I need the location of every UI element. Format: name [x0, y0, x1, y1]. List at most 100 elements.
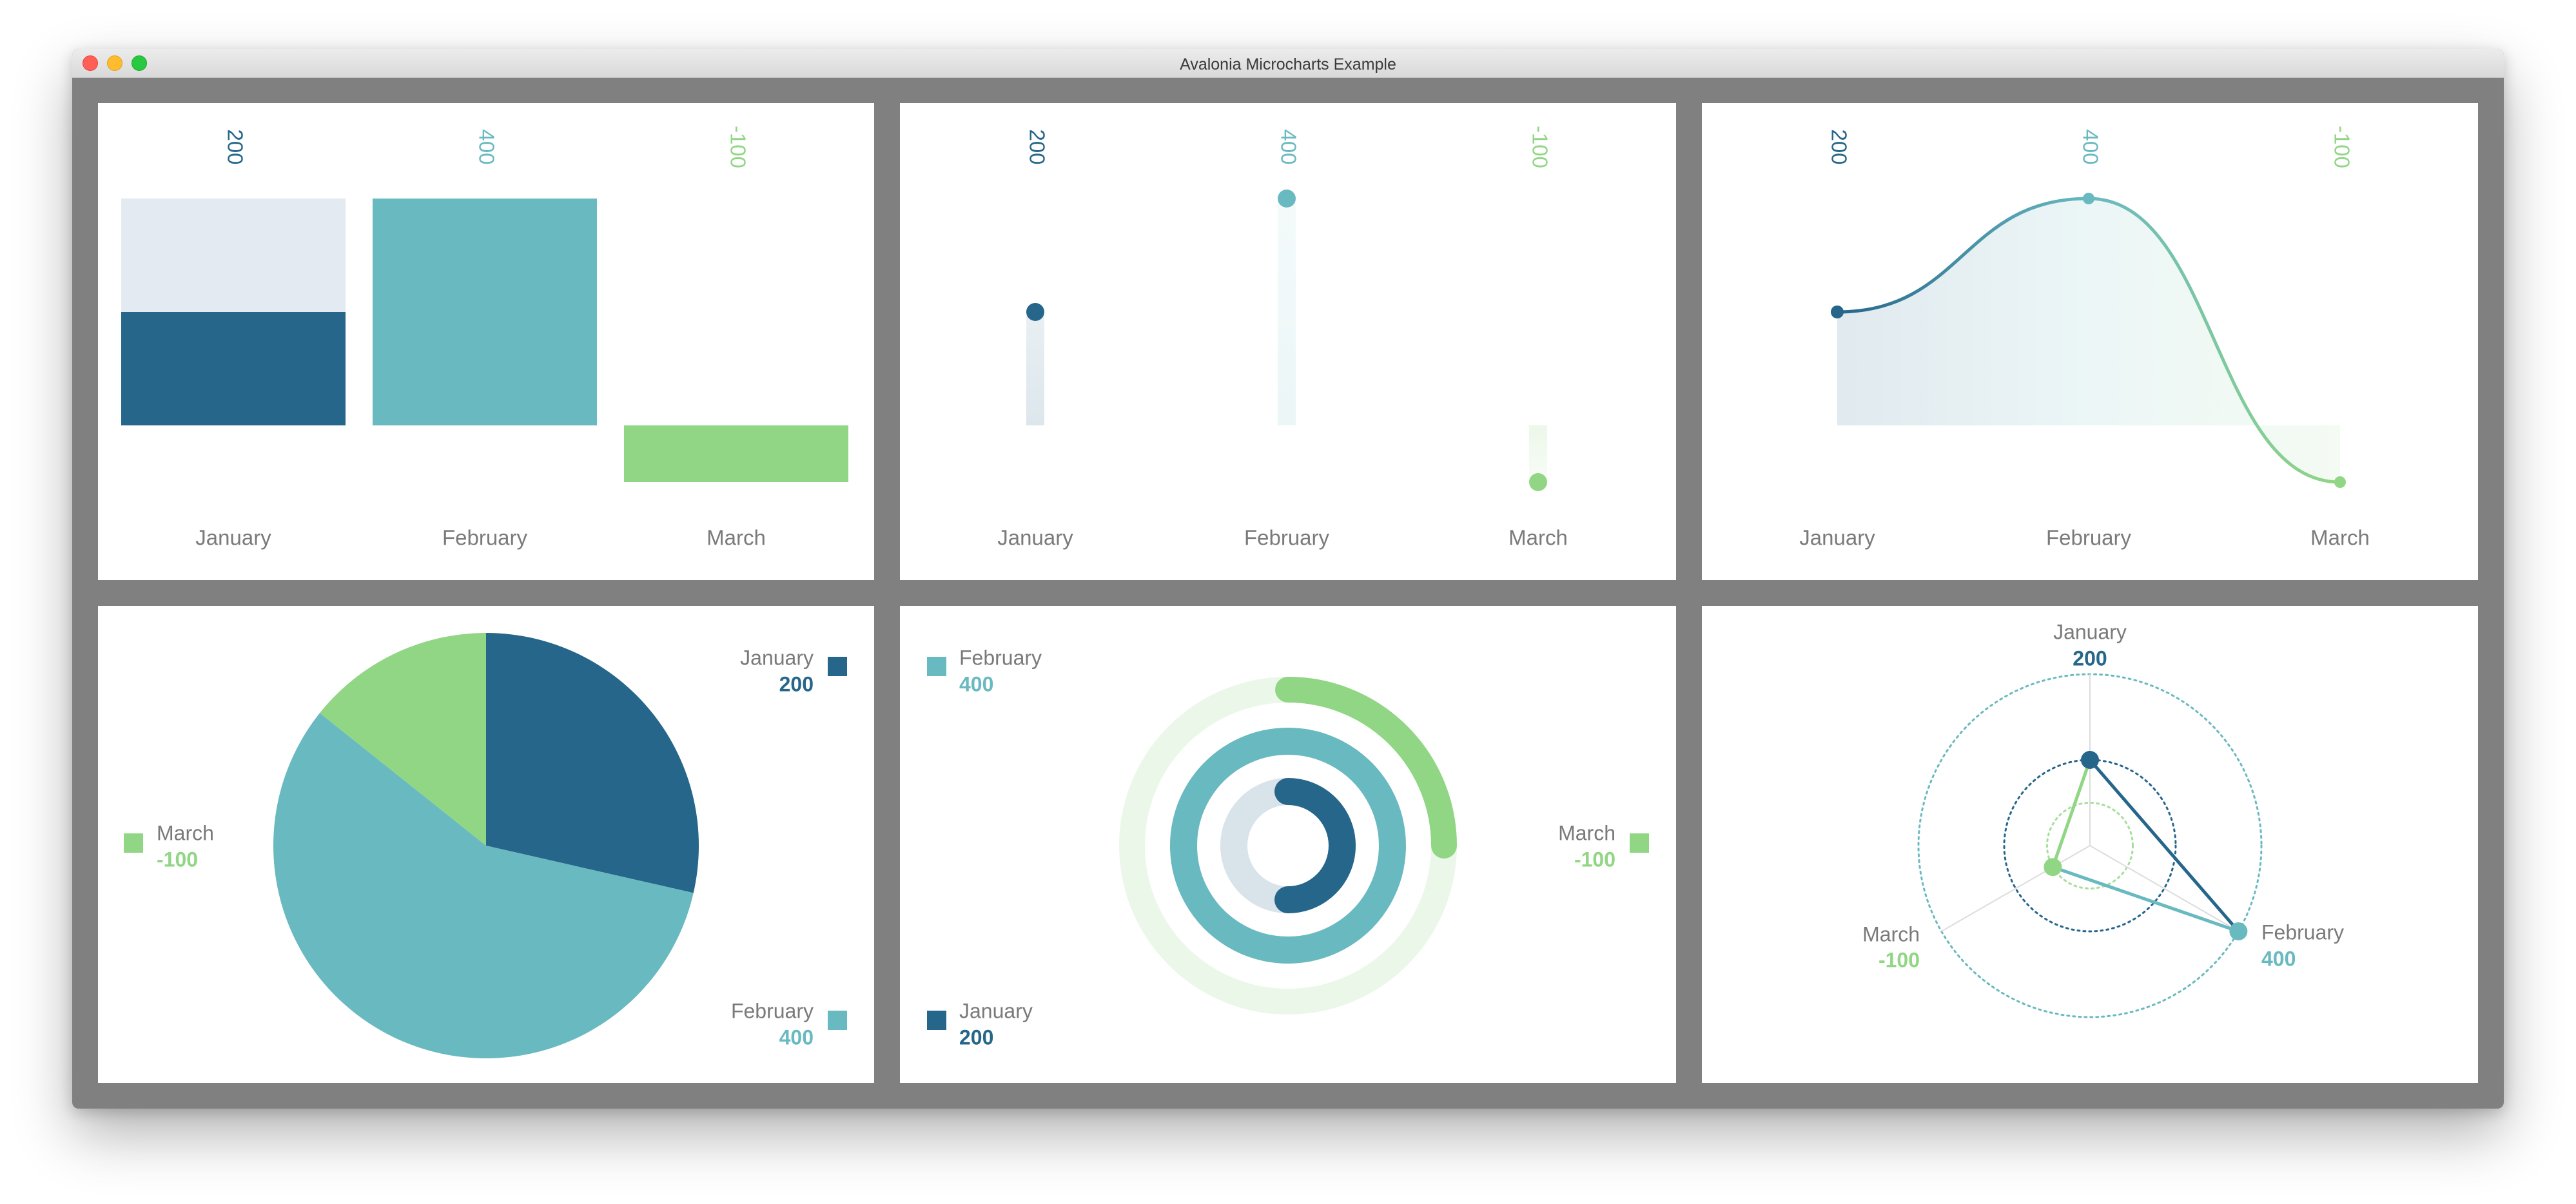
point-february: [1278, 189, 1296, 208]
radar-point-february: [2229, 922, 2248, 940]
bar-chart: 200 400 -100 January February March: [121, 126, 848, 550]
legend-swatch-january: [927, 1011, 946, 1030]
legend-swatch-january: [828, 657, 847, 676]
title-bar: Avalonia Microcharts Example: [72, 49, 2504, 78]
point-march: [1529, 473, 1547, 491]
category-label-february: February: [442, 526, 528, 550]
legend-label-february: February: [959, 646, 1042, 669]
point-chart-category-labels: January February March: [997, 526, 1568, 550]
category-label-february: February: [2046, 526, 2132, 550]
stem-march: [1529, 425, 1547, 482]
radar-grid-ring-middle: [2003, 759, 2177, 933]
minimize-window-button[interactable]: [107, 55, 122, 71]
pie-chart: January 200 February 400 March -100: [124, 633, 847, 1058]
radial-gauge-chart: February 400 January 200 March -100: [927, 646, 1649, 1049]
point-january: [1026, 303, 1044, 321]
point-february: [2083, 193, 2094, 204]
radar-axis-march: [1941, 845, 2091, 932]
radar-label-february: February: [2261, 920, 2344, 944]
point-january: [1831, 306, 1844, 318]
bar-chart-category-labels: January February March: [195, 526, 766, 550]
radar-line-march-january: [2051, 758, 2092, 869]
radar-label-march: March: [1862, 922, 1920, 946]
category-label-march: March: [1508, 526, 1568, 550]
category-label-march: March: [707, 526, 766, 550]
radar-line-february-march: [2051, 865, 2240, 933]
value-label-january: 200: [1025, 129, 1049, 164]
radar-chart-panel: January 200 February 400 March -100: [1702, 606, 2478, 1083]
pie-slices: [273, 633, 699, 1058]
line-chart-line: [1837, 197, 2341, 484]
line-chart-panel: 200 400 -100 January February March: [1702, 103, 2478, 580]
line-chart-category-labels: January February March: [1799, 526, 2370, 550]
category-label-january: January: [997, 526, 1073, 550]
close-window-button[interactable]: [83, 55, 98, 71]
point-chart-value-labels: 200 400 -100: [1025, 126, 1552, 168]
radar-value-january: 200: [2073, 646, 2107, 670]
pie-slice-march: [319, 633, 486, 846]
category-label-february: February: [1244, 526, 1330, 550]
radar-points: [2044, 751, 2248, 940]
radar-point-january: [2081, 751, 2099, 769]
legend-label-march: March: [157, 821, 214, 844]
app-window: Avalonia Microcharts Example 200 400 -10…: [72, 49, 2504, 1109]
gauge-arc-january: [1274, 778, 1356, 913]
radar-chart: January 200 February 400 March -100: [1862, 620, 2344, 1018]
value-label-january: 200: [223, 129, 247, 164]
stem-january: [1026, 312, 1044, 425]
radar-point-march: [2044, 858, 2062, 877]
radar-series-lines: [2051, 758, 2240, 933]
legend-label-january: January: [740, 646, 814, 669]
gauge-rings: [1119, 677, 1457, 1015]
gauge-legend: February 400 January 200 March -100: [927, 646, 1649, 1049]
legend-value-march: -100: [157, 848, 198, 871]
stem-february: [1278, 199, 1296, 425]
category-label-january: January: [1799, 526, 1875, 550]
point-chart-stems: [1026, 199, 1547, 482]
legend-value-january: 200: [779, 672, 814, 695]
value-label-march: -100: [2330, 126, 2354, 168]
value-label-february: 400: [1276, 129, 1300, 164]
gauge-arc-february: [1169, 728, 1406, 964]
legend-value-march: -100: [1574, 848, 1615, 871]
line-chart-area: [1837, 199, 2340, 482]
bar-march: [624, 425, 848, 482]
bar-chart-panel: 200 400 -100 January February March: [98, 103, 874, 580]
radar-grid-ring-inner: [2046, 802, 2134, 889]
radar-labels: January 200 February 400 March -100: [1862, 620, 2344, 971]
line-chart-points: [1831, 193, 2346, 488]
legend-swatch-february: [927, 657, 946, 676]
value-label-march: -100: [1528, 126, 1552, 168]
window-title: Avalonia Microcharts Example: [1180, 55, 1396, 73]
line-chart: 200 400 -100 January February March: [1799, 126, 2370, 550]
category-label-january: January: [195, 526, 271, 550]
legend-swatch-february: [828, 1011, 847, 1030]
category-label-march: March: [2310, 526, 2370, 550]
point-chart-panel: 200 400 -100 January February March: [900, 103, 1676, 580]
bar-february: [373, 199, 597, 425]
value-label-january: 200: [1827, 129, 1851, 164]
value-label-february: 400: [2078, 129, 2102, 164]
radar-axis-february: [2089, 845, 2239, 932]
gauge-arc-march: [1275, 677, 1457, 859]
line-chart-value-labels: 200 400 -100: [1827, 126, 2354, 168]
value-label-february: 400: [474, 129, 498, 164]
point-chart: 200 400 -100 January February March: [997, 126, 1568, 550]
bar-chart-value-labels: 200 400 -100: [223, 126, 750, 168]
legend-label-march: March: [1558, 821, 1615, 844]
pie-chart-panel: January 200 February 400 March -100: [98, 606, 874, 1083]
legend-value-february: 400: [959, 672, 993, 695]
radar-value-february: 400: [2261, 947, 2296, 970]
pie-legend: January 200 February 400 March -100: [124, 646, 847, 1049]
radar-line-january-february: [2088, 758, 2240, 933]
point-chart-points: [1026, 189, 1547, 491]
pie-slice-february: [273, 713, 694, 1058]
bar-chart-bars: [121, 199, 848, 482]
radar-grid: [1917, 673, 2263, 1018]
radial-gauge-panel: February 400 January 200 March -100: [900, 606, 1676, 1083]
maximize-window-button[interactable]: [132, 55, 147, 71]
legend-value-january: 200: [959, 1025, 993, 1049]
legend-label-january: January: [959, 999, 1033, 1022]
bar-january: [121, 312, 346, 425]
legend-swatch-march: [1630, 833, 1649, 853]
